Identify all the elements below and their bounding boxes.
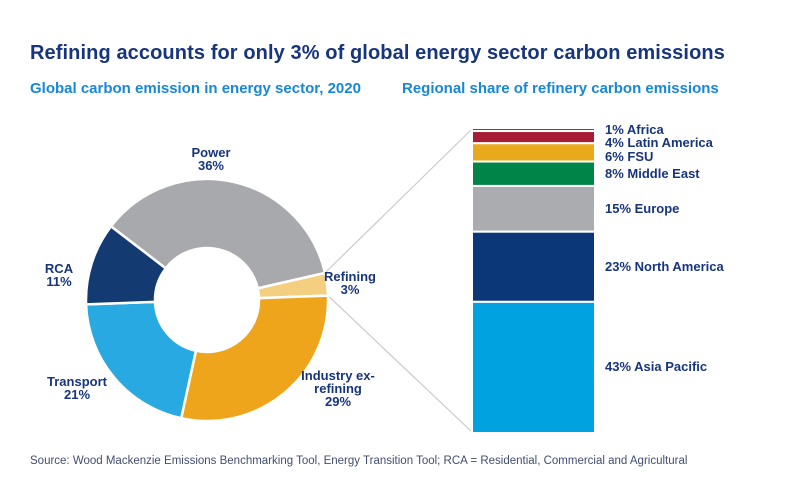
source-note: Source: Wood Mackenzie Emissions Benchma… bbox=[30, 455, 688, 467]
bar-label-latin-america: 4% Latin America bbox=[605, 135, 713, 151]
donut-slice-rca bbox=[84, 225, 167, 306]
page-title: Refining accounts for only 3% of global … bbox=[30, 42, 725, 65]
bar-segment-north-america bbox=[471, 230, 596, 303]
donut-label-power-name: Power bbox=[191, 145, 231, 160]
donut-slice-power bbox=[109, 177, 327, 290]
bar-label-africa: 1% Africa bbox=[605, 121, 664, 137]
donut-label-transport: Transport 21% bbox=[47, 375, 107, 401]
donut-label-industry-name-line1: Industry ex- bbox=[301, 368, 375, 383]
bar-label-fsu: 6% FSU bbox=[605, 149, 654, 165]
donut-label-refining-name: Refining bbox=[324, 269, 376, 284]
callout-line-top bbox=[324, 128, 473, 274]
bar-label-europe: 15% Europe bbox=[605, 200, 680, 216]
bar-label-asia-pacific: 43% Asia Pacific bbox=[605, 359, 708, 375]
bar-label-north-america: 23% North America bbox=[605, 258, 724, 274]
donut-slice-industry-ex-refining bbox=[179, 294, 330, 423]
bar-chart-subtitle: Regional share of refinery carbon emissi… bbox=[402, 80, 719, 97]
donut-label-transport-name: Transport bbox=[47, 374, 107, 389]
callout-line-bottom bbox=[327, 295, 473, 433]
donut-slice-transport bbox=[84, 300, 198, 420]
donut-label-power: Power 36% bbox=[191, 146, 230, 172]
donut-label-industry-name-line2: refining bbox=[314, 381, 362, 396]
bar-label-middle-east: 8% Middle East bbox=[605, 165, 700, 181]
donut-label-rca-pct: 11% bbox=[46, 274, 72, 289]
bar-segment-asia-pacific bbox=[471, 300, 596, 434]
donut-label-power-pct: 36% bbox=[197, 158, 225, 173]
donut-label-refining: Refining 3% bbox=[324, 270, 376, 296]
donut-label-rca-name: RCA bbox=[44, 261, 74, 276]
donut-label-refining-pct: 3% bbox=[340, 282, 360, 297]
donut-label-rca: RCA 11% bbox=[45, 262, 73, 288]
donut-chart-subtitle: Global carbon emission in energy sector,… bbox=[30, 80, 361, 97]
bar-segment-middle-east bbox=[471, 160, 596, 187]
donut-label-industry-pct: 29% bbox=[324, 394, 352, 409]
bar-segment-fsu bbox=[471, 142, 596, 163]
bar-segment-latin-america bbox=[471, 130, 596, 145]
donut-label-industry: Industry ex- refining 29% bbox=[301, 369, 375, 408]
bar-segment-europe bbox=[471, 184, 596, 233]
donut-label-transport-pct: 21% bbox=[63, 387, 91, 402]
